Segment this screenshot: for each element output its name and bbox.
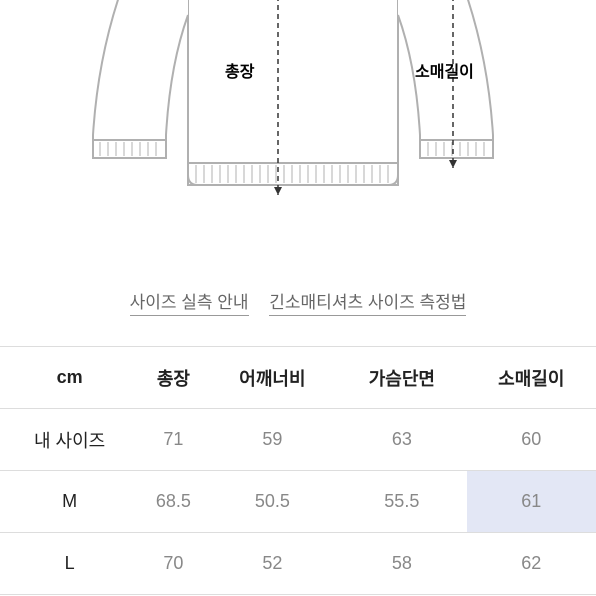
size-cell: 68.5 — [139, 471, 207, 533]
col-header: 가슴단면 — [337, 347, 466, 409]
size-cell: 61 — [467, 471, 596, 533]
sweater-outline-svg — [48, 0, 548, 245]
size-cell: 59 — [208, 409, 337, 471]
col-header: 소매길이 — [467, 347, 596, 409]
size-table: cm 총장 어깨너비 가슴단면 소매길이 내 사이즈71596360M68.55… — [0, 346, 596, 595]
size-cell: 62 — [467, 533, 596, 595]
size-guide-link[interactable]: 사이즈 실측 안내 — [130, 288, 249, 316]
col-header: 총장 — [139, 347, 207, 409]
size-cell: 50.5 — [208, 471, 337, 533]
table-row: L70525862 — [0, 533, 596, 595]
size-cell: 70 — [139, 533, 207, 595]
size-diagram: 가슴단면 총장 소매길이 — [0, 0, 596, 250]
row-label: L — [0, 533, 139, 595]
total-length-label: 총장 — [225, 58, 254, 82]
size-cell: 60 — [467, 409, 596, 471]
row-label: M — [0, 471, 139, 533]
size-cell: 52 — [208, 533, 337, 595]
measure-guide-link[interactable]: 긴소매티셔츠 사이즈 측정법 — [269, 288, 466, 316]
size-cell: 55.5 — [337, 471, 466, 533]
col-header: 어깨너비 — [208, 347, 337, 409]
table-row: M68.550.555.561 — [0, 471, 596, 533]
size-cell: 71 — [139, 409, 207, 471]
unit-header: cm — [0, 347, 139, 409]
size-cell: 63 — [337, 409, 466, 471]
row-label: 내 사이즈 — [0, 409, 139, 471]
guide-links: 사이즈 실측 안내 긴소매티셔츠 사이즈 측정법 — [0, 288, 596, 316]
table-row: 내 사이즈71596360 — [0, 409, 596, 471]
sleeve-length-label: 소매길이 — [415, 58, 474, 82]
size-cell: 58 — [337, 533, 466, 595]
table-header-row: cm 총장 어깨너비 가슴단면 소매길이 — [0, 347, 596, 409]
